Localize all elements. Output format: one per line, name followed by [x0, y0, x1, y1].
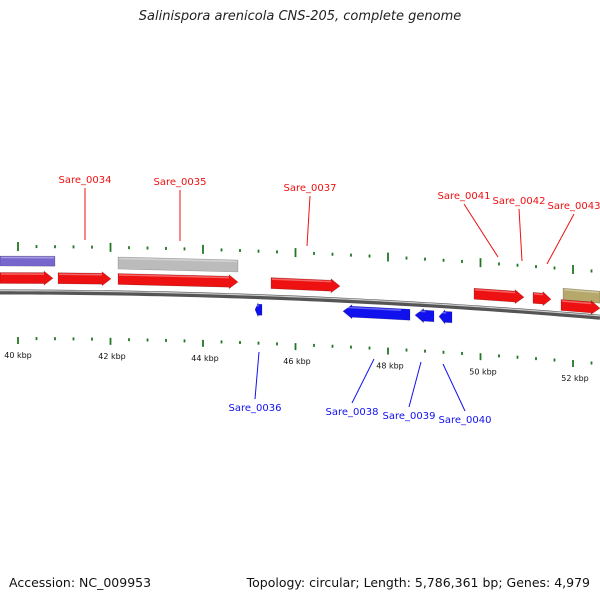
sare-0039-leader-line [408, 361, 422, 408]
scale-label: 40 kbp [4, 351, 32, 360]
sare-0038-label[interactable]: Sare_0038 [326, 407, 379, 418]
genome-backbone [0, 289, 600, 320]
map-title: Salinispora arenicola CNS-205, complete … [138, 9, 462, 24]
unlabeled-blue-feature-feature[interactable] [0, 255, 56, 267]
sare-0034-label[interactable]: Sare_0034 [59, 175, 112, 186]
sare-0037-label[interactable]: Sare_0037 [284, 183, 337, 194]
sare-0038-feature[interactable] [342, 304, 411, 321]
sare-0043-leader-line [546, 213, 575, 265]
scale-label: 48 kbp [376, 362, 404, 371]
sare-0036-leader-line [254, 351, 260, 400]
genome-summary-text: Topology: circular; Length: 5,786,361 bp… [246, 575, 590, 590]
sare-0039-label[interactable]: Sare_0039 [383, 411, 436, 422]
sare-0036-feature[interactable] [254, 302, 263, 317]
sare-0040-label[interactable]: Sare_0040 [439, 415, 492, 426]
sare-0041-label[interactable]: Sare_0041 [438, 191, 491, 202]
sare-0038-leader-line [351, 358, 375, 404]
sare-0040-leader-line [442, 363, 466, 412]
unlabeled-olive-feature-feature[interactable] [562, 287, 600, 304]
sare-0034-feature[interactable] [57, 271, 112, 287]
sare-0035-feature[interactable] [117, 273, 239, 290]
sare-0036-label[interactable]: Sare_0036 [229, 403, 282, 414]
scale-label: 46 kbp [283, 357, 311, 366]
accession-text: Accession: NC_009953 [9, 575, 152, 590]
scale-label: 52 kbp [561, 374, 589, 383]
sare-0040-feature[interactable] [438, 309, 453, 325]
scale-label: 44 kbp [191, 354, 219, 363]
sare-0037-feature[interactable] [270, 277, 341, 294]
sare-0039-feature[interactable] [414, 307, 435, 324]
sare-0043-label[interactable]: Sare_0043 [548, 201, 600, 212]
scale-label: 42 kbp [98, 352, 126, 361]
scale-label: 50 kbp [469, 367, 497, 376]
sare-0035-label[interactable]: Sare_0035 [154, 177, 207, 188]
unlabeled-gray-feature-feature[interactable] [117, 256, 239, 273]
sare-0037-leader-line [306, 195, 311, 247]
sare-0043-feature[interactable] [560, 299, 600, 315]
sare-0042-leader-line [518, 208, 523, 262]
sare-0041-leader-line [463, 203, 499, 258]
sare-0042-label[interactable]: Sare_0042 [493, 196, 546, 207]
sare-0041-feature[interactable] [473, 287, 525, 305]
sare-0042-feature[interactable] [532, 290, 552, 307]
genome-backbone-highlight [0, 290, 600, 317]
sare-0033-feature[interactable] [0, 270, 54, 286]
